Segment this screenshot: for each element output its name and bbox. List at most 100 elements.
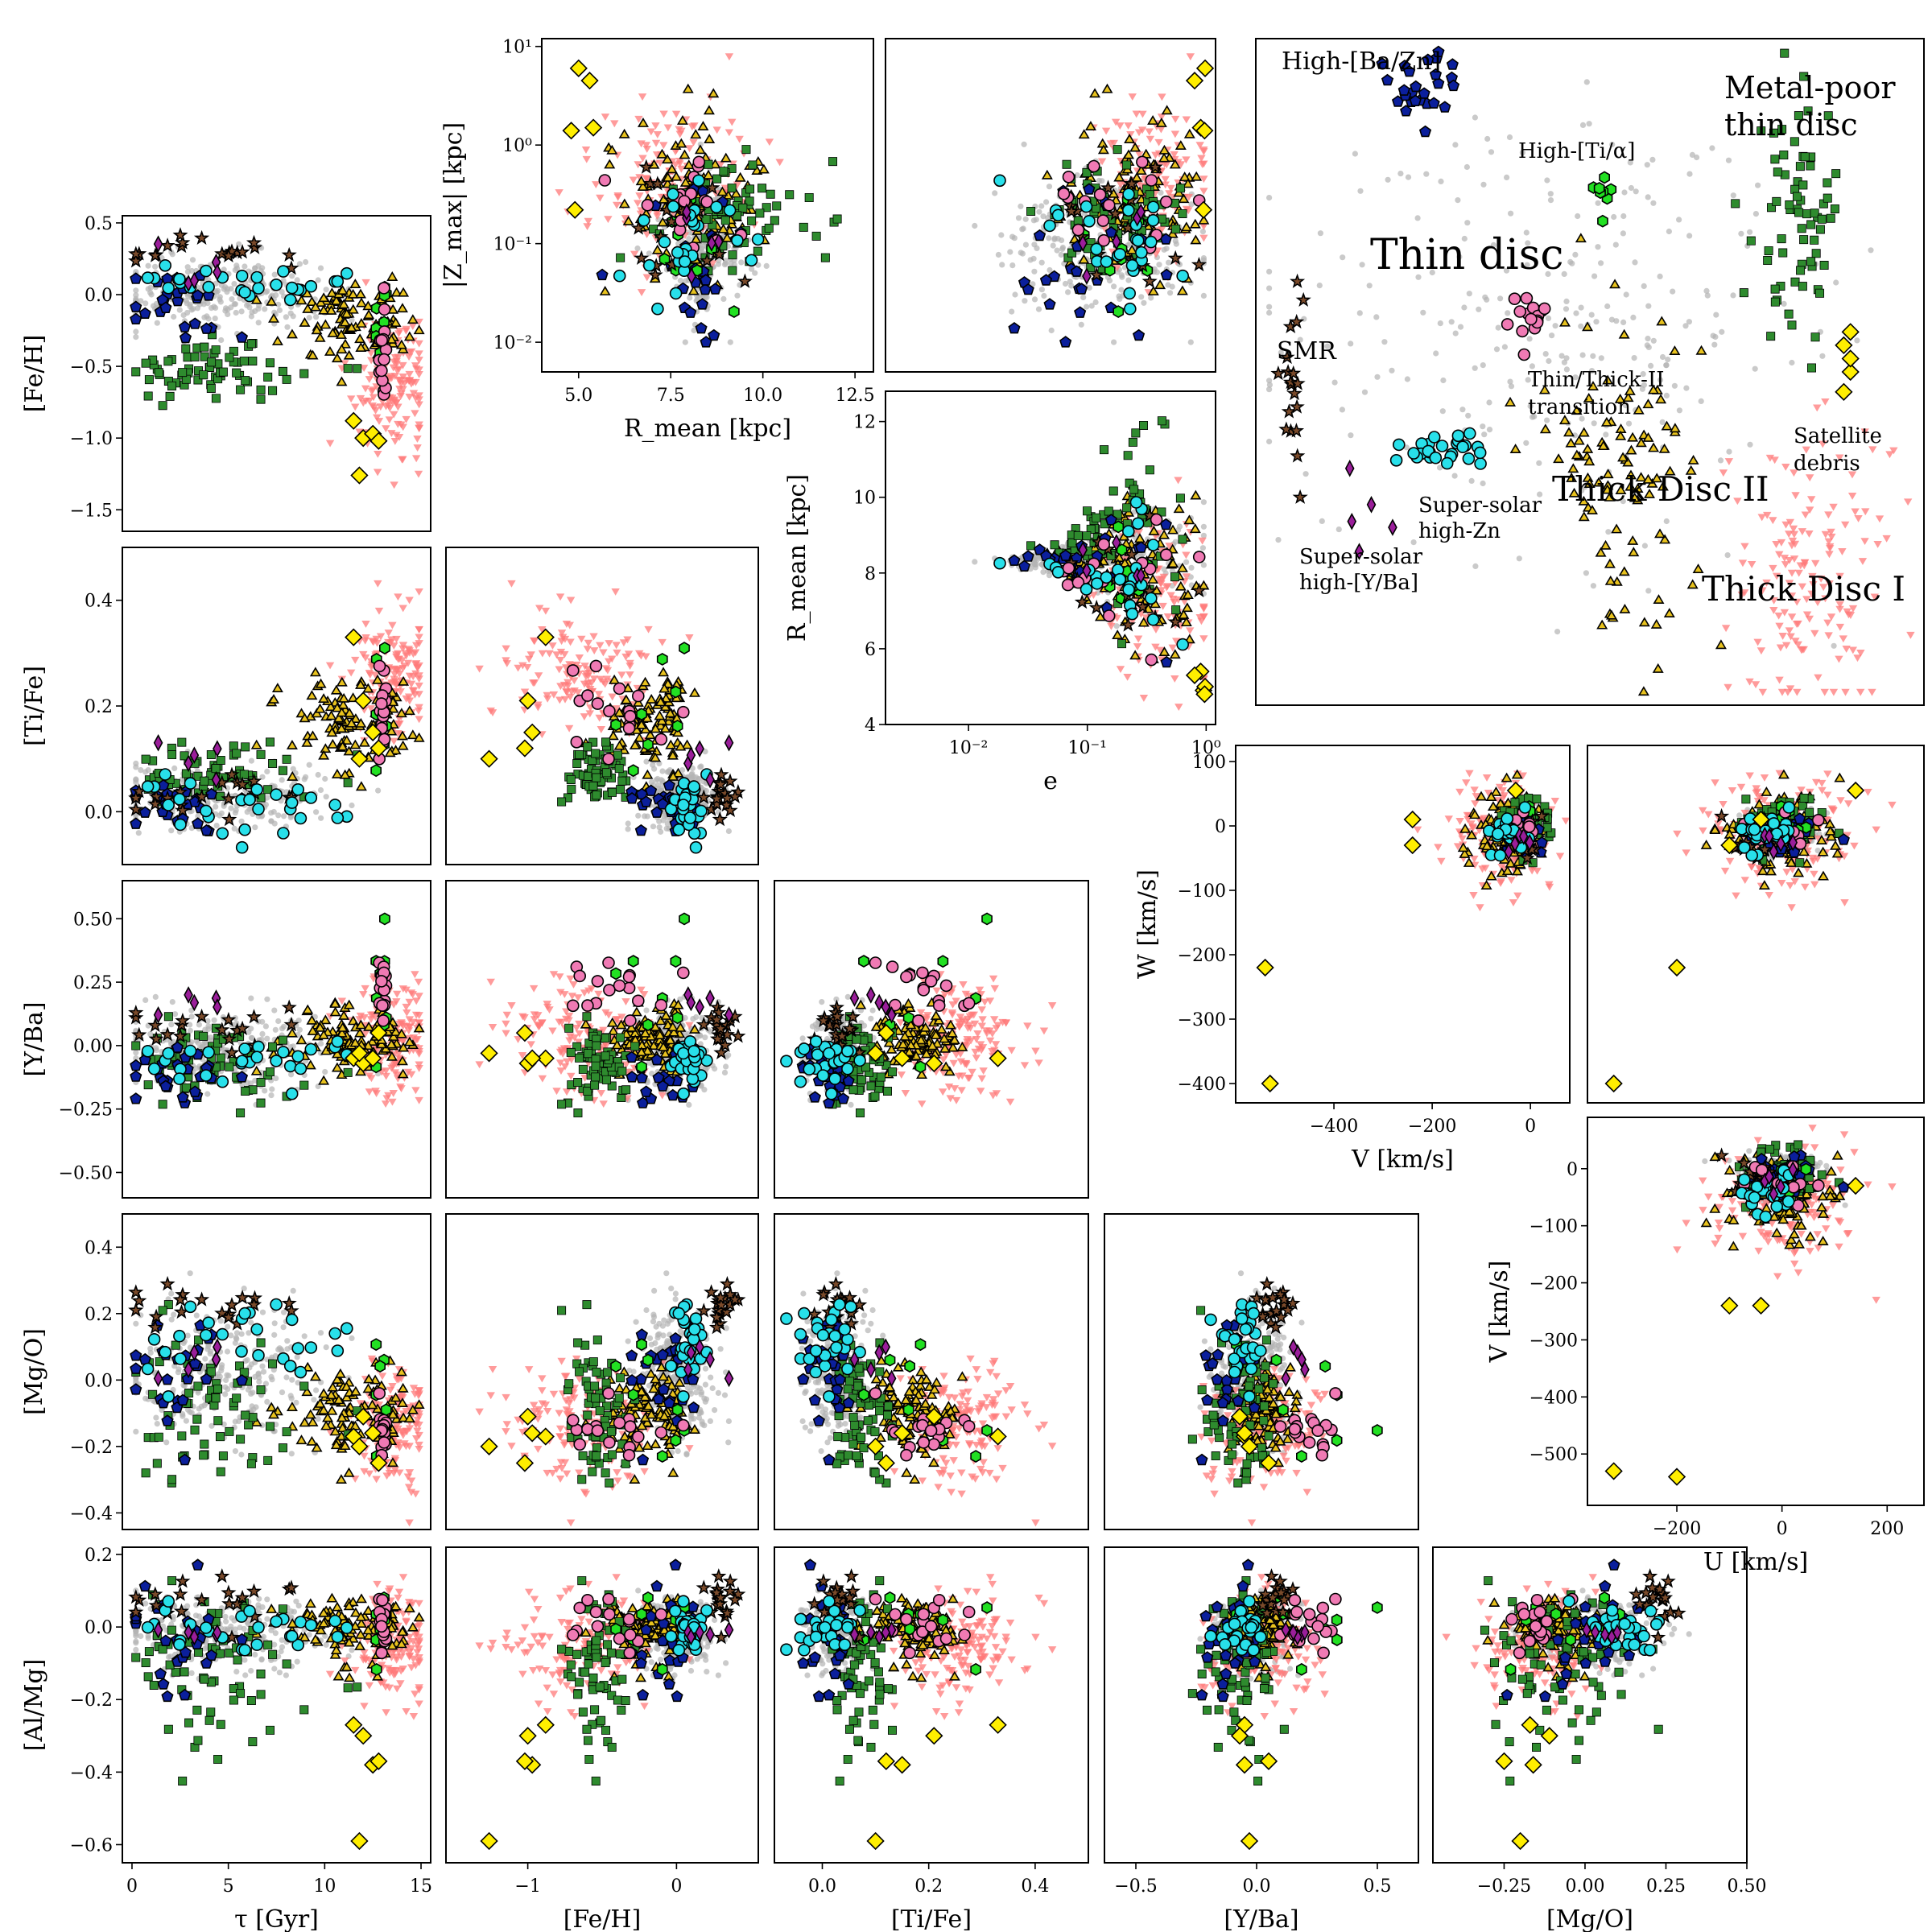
point-sat	[345, 411, 363, 430]
point-thick1	[1182, 116, 1191, 124]
point-thick1	[1166, 592, 1175, 600]
point-thick2	[656, 148, 668, 159]
point-thick1	[612, 642, 621, 650]
point-thin	[322, 1068, 328, 1075]
point-sszn	[1123, 287, 1136, 300]
point-sszn	[1129, 496, 1143, 509]
point-thick1	[625, 671, 634, 679]
point-thick1	[1184, 193, 1193, 201]
point-thick2	[384, 747, 396, 758]
point-thick1	[558, 634, 568, 642]
point-thick1	[538, 626, 547, 634]
point-thin	[268, 818, 275, 824]
point-thick1	[671, 110, 681, 118]
point-thin	[1022, 298, 1028, 304]
point-thick2	[307, 1025, 319, 1035]
point-mpthin	[256, 385, 266, 394]
point-thick1	[1123, 673, 1132, 681]
point-smr	[281, 999, 297, 1014]
point-thin	[142, 769, 149, 775]
point-baz	[596, 268, 609, 281]
point-hiti	[671, 719, 683, 733]
point-smr	[221, 1011, 237, 1027]
point-thick1	[365, 397, 374, 405]
point-thick2	[1174, 140, 1187, 150]
point-ssyba	[1136, 203, 1146, 221]
point-thick1	[405, 370, 414, 378]
point-thin	[1009, 262, 1016, 269]
point-baz	[130, 1070, 142, 1082]
point-mpthin	[265, 1067, 275, 1076]
point-mpthin	[190, 352, 200, 361]
point-thick2	[271, 335, 283, 345]
point-sszn	[1135, 246, 1148, 259]
point-smr	[214, 1022, 230, 1037]
point-thick2	[1155, 118, 1167, 127]
point-thick2	[331, 768, 343, 778]
point-thick2	[403, 1036, 415, 1046]
point-thick1	[1199, 148, 1208, 155]
point-thick1	[765, 138, 774, 147]
point-baz	[625, 792, 638, 804]
point-thick1	[415, 396, 423, 404]
point-sszn	[235, 840, 249, 854]
point-smr	[1120, 617, 1136, 632]
point-mpthin	[772, 201, 782, 211]
point-thick2	[344, 707, 356, 717]
point-thin	[1038, 259, 1045, 266]
point-thick1	[365, 1088, 374, 1096]
point-thin	[1092, 299, 1099, 306]
point-sszn	[669, 287, 683, 300]
point-thick1	[415, 634, 423, 642]
point-thick2	[336, 676, 348, 687]
point-sszn	[270, 788, 283, 801]
point-thick1	[659, 110, 668, 118]
point-baz	[188, 1085, 201, 1097]
point-thick2	[250, 739, 262, 749]
point-thick1	[407, 680, 416, 688]
point-baz	[1104, 225, 1117, 238]
point-trans	[566, 664, 580, 677]
point-thin	[264, 795, 270, 801]
point-thick1	[573, 689, 583, 697]
point-sszn	[331, 275, 345, 288]
point-mpthin	[167, 381, 177, 390]
point-mpthin	[248, 356, 258, 365]
point-mpthin	[239, 357, 249, 366]
point-thick1	[601, 114, 610, 121]
point-thick2	[339, 316, 351, 327]
point-mpthin	[1170, 572, 1180, 582]
point-thick2	[1148, 525, 1160, 535]
point-thin	[275, 812, 282, 819]
point-thick2	[355, 342, 367, 352]
point-thick2	[363, 1021, 375, 1031]
point-baz	[708, 328, 720, 341]
point-mpthin	[206, 749, 216, 759]
point-thin	[644, 813, 650, 819]
y-tick-label: 0.2	[85, 697, 113, 717]
point-sszn	[304, 279, 318, 293]
point-thick1	[570, 677, 579, 685]
point-sat	[518, 691, 537, 710]
point-thick1	[404, 1027, 414, 1035]
point-thick1	[603, 667, 613, 675]
point-sszn	[162, 1046, 175, 1060]
point-trans	[1159, 548, 1173, 562]
point-thick1	[1155, 646, 1165, 654]
point-trans	[1062, 561, 1075, 575]
y-tick-label: 0.50	[73, 910, 113, 930]
point-thick2	[667, 770, 679, 781]
point-thin	[317, 265, 324, 271]
point-thin	[208, 1034, 214, 1041]
point-thin	[213, 304, 219, 312]
point-mpthin	[1157, 416, 1166, 426]
point-sszn	[1100, 571, 1113, 584]
point-thick2	[286, 739, 298, 749]
point-thin	[188, 1007, 195, 1013]
point-sszn	[1122, 583, 1135, 597]
point-thick2	[1147, 115, 1159, 125]
point-mpthin	[236, 1108, 246, 1118]
point-thin	[659, 768, 666, 774]
point-thin	[245, 300, 251, 307]
point-trans	[375, 975, 388, 988]
